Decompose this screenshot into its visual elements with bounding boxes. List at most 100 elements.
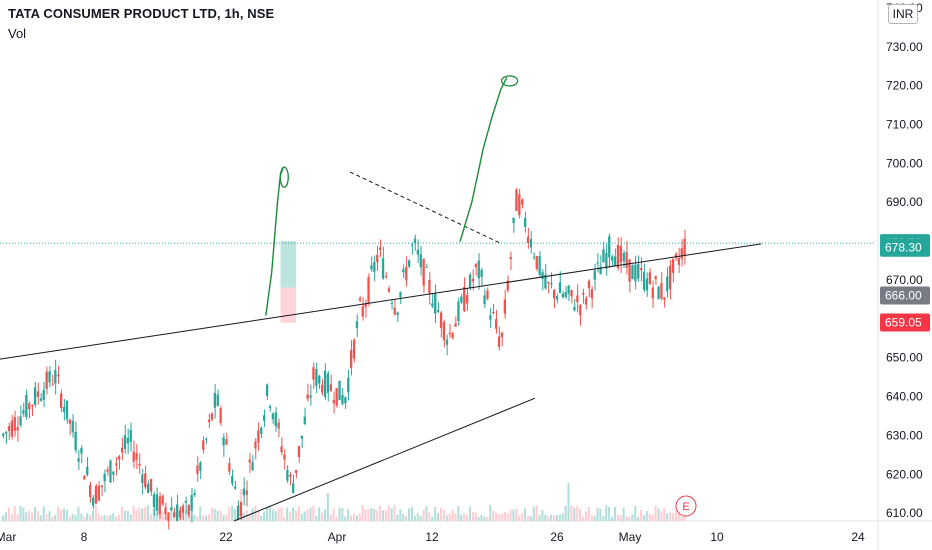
candle-body: [68, 419, 71, 424]
candle-body: [518, 194, 521, 216]
candle-body: [248, 459, 251, 463]
candle-body: [31, 405, 34, 407]
candle-body: [312, 367, 315, 380]
volume-bar: [60, 509, 63, 521]
volume-bar: [474, 512, 477, 521]
volume-bar: [468, 506, 471, 521]
candle-body: [674, 253, 678, 259]
candle-body: [184, 501, 187, 503]
volume-bar: [637, 516, 640, 521]
candle-body: [573, 307, 576, 311]
volume-bar: [492, 510, 495, 521]
candle-body: [651, 287, 654, 299]
candle-body: [622, 252, 625, 262]
candle-body: [492, 312, 495, 314]
candle-body: [547, 282, 550, 284]
volume-bar: [2, 515, 5, 521]
candle-body: [506, 280, 509, 291]
volume-bar: [109, 514, 112, 521]
volume-bar: [393, 505, 396, 521]
volume-bar: [199, 506, 202, 521]
range-box-1: [280, 287, 297, 323]
volume-bar: [605, 505, 608, 521]
candle-body: [54, 369, 57, 384]
volume-bar: [590, 514, 593, 521]
candle-body: [277, 422, 280, 429]
candle-body: [77, 458, 80, 462]
x-tick-label: 8: [81, 530, 88, 544]
candle-body: [669, 265, 672, 290]
candle-body: [60, 393, 63, 409]
volume-bar: [483, 516, 486, 521]
candle-body: [42, 389, 45, 400]
volume-bar: [489, 505, 492, 521]
volume-bar: [33, 507, 36, 521]
candle-body: [376, 254, 379, 263]
volume-bar: [100, 515, 103, 521]
candle-body: [268, 406, 272, 408]
candle-body: [480, 269, 483, 277]
candle-body: [120, 448, 124, 453]
volume-bar: [518, 515, 521, 521]
candle-body: [500, 332, 504, 338]
candle-body: [582, 293, 585, 295]
currency-button[interactable]: INR: [888, 4, 918, 24]
candle-body: [381, 258, 385, 279]
candle-body: [321, 384, 324, 393]
volume-bar: [118, 514, 121, 521]
candle-body: [210, 413, 214, 420]
candle-body: [97, 485, 100, 501]
candle-body: [599, 266, 602, 275]
volume-bar: [671, 513, 674, 521]
y-tick-label: 650.00: [886, 351, 923, 365]
volume-bar: [608, 506, 611, 521]
volume-bar: [669, 512, 672, 521]
volume-bar: [77, 506, 80, 521]
volume-bar: [103, 515, 106, 521]
volume-bar: [350, 515, 353, 521]
volume-bar: [480, 514, 483, 521]
candle-body: [112, 471, 115, 475]
y-tick-label: 730.00: [886, 40, 923, 54]
candle-body: [477, 260, 480, 279]
candle-body: [205, 438, 208, 440]
volume-bar: [425, 506, 428, 521]
candle-body: [683, 238, 686, 256]
candle-body: [451, 333, 454, 338]
candle-body: [419, 254, 422, 268]
volume-bar: [161, 511, 164, 521]
candle-body: [199, 462, 202, 471]
volume-bar: [602, 515, 605, 521]
candle-body: [10, 420, 13, 437]
x-tick-label: 22: [219, 530, 233, 544]
candle-body: [590, 289, 593, 299]
candle-body: [135, 452, 138, 461]
volume-bar: [535, 505, 538, 521]
candle-body: [657, 286, 660, 299]
candle-body: [593, 270, 596, 280]
volume-bar: [416, 513, 419, 521]
volume-bar: [410, 507, 413, 521]
volume-bar: [225, 514, 228, 521]
candle-body: [292, 483, 295, 493]
candle-body: [213, 392, 216, 408]
volume-bar: [323, 509, 326, 521]
candle-body: [141, 474, 144, 484]
volume-bar: [541, 510, 544, 521]
volume-bar: [54, 514, 57, 521]
volume-bar: [370, 508, 373, 521]
candle-body: [648, 272, 651, 284]
y-tick-label: 720.00: [886, 79, 923, 93]
volume-bar: [7, 507, 10, 521]
volume-bar: [286, 507, 289, 521]
volume-bar: [666, 513, 669, 521]
volume-bar: [445, 515, 448, 521]
candle-body: [515, 189, 518, 212]
candle-body: [225, 439, 228, 445]
candle-body: [584, 298, 588, 305]
volume-bar: [619, 514, 622, 521]
candle-body: [289, 474, 292, 477]
event-marker-icon[interactable]: [675, 495, 697, 517]
volume-bar: [434, 507, 437, 521]
